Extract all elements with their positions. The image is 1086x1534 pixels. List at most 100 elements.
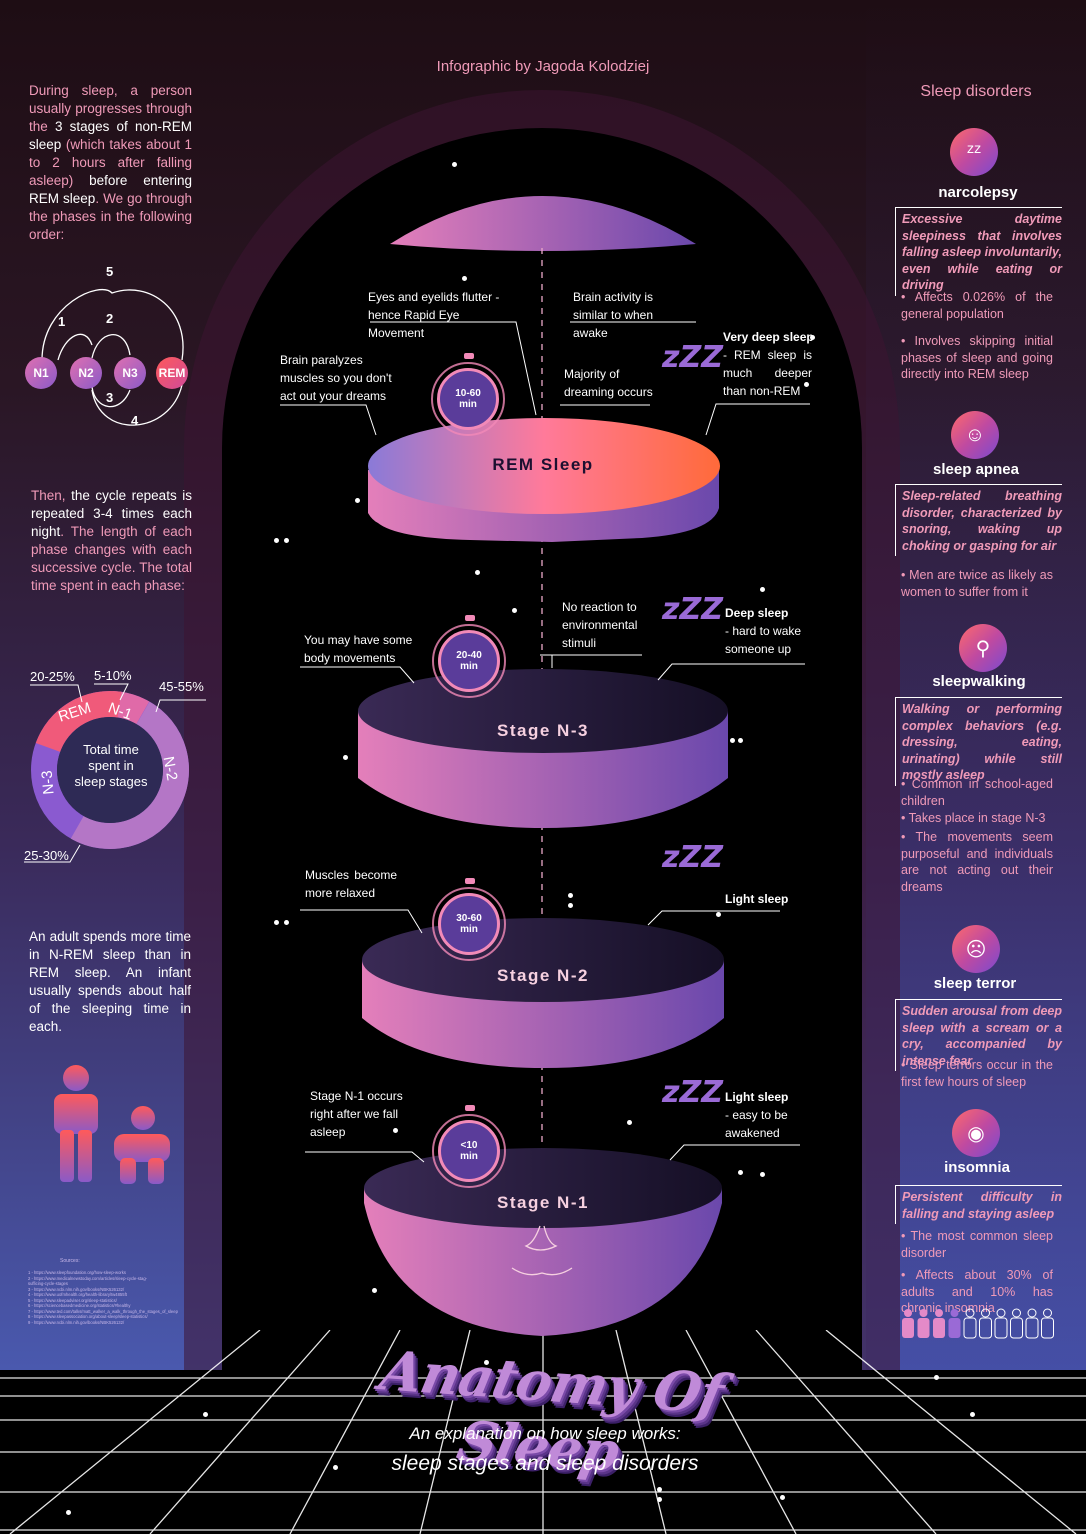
person-outline-icon xyxy=(979,1308,992,1339)
zzz-icon: zZZ xyxy=(662,340,723,375)
pct-n3: 25-30% xyxy=(24,848,69,863)
star xyxy=(452,162,457,167)
cycle-node-n1: N1 xyxy=(25,357,57,389)
source-item: 1 - https://www.sleepfoundation.org/how-… xyxy=(28,1270,126,1275)
note-n1-light-text: - easy to be awakened xyxy=(725,1108,788,1140)
timer-icon-n3: 20-40 min xyxy=(432,615,506,698)
subtitle-1: An explanation on how sleep works: xyxy=(409,1424,681,1443)
star xyxy=(760,1172,765,1177)
cycle-number: 1 xyxy=(58,314,66,329)
intro-part: During sleep, a person usually progresse… xyxy=(29,83,192,134)
intro-part: . We go through the phases in the follow… xyxy=(29,191,192,242)
person-filled-icon xyxy=(948,1309,961,1338)
time-donut-chart xyxy=(31,691,189,849)
repeat-part-highlight: the cycle repeats is repeated 3-4 times … xyxy=(31,488,192,539)
zzz-icon: zZZ xyxy=(662,840,723,875)
layer-label-rem: REM Sleep xyxy=(492,455,594,474)
disorder-bullet: • Takes place in stage N-3 xyxy=(901,811,1046,825)
disorder-bullet: • The most common sleep disorder xyxy=(901,1229,1053,1260)
star xyxy=(462,276,467,281)
intro-part-highlight: 3 stages of non-REM sleep xyxy=(29,119,192,152)
note-rem-eyes: Eyes and eyelids flutter - hence Rapid E… xyxy=(368,290,500,340)
adult-infant-icon xyxy=(54,1065,170,1184)
source-item: 5 - https://www.sleepadviser.org/sleep-s… xyxy=(28,1297,117,1303)
disorder-title-insomnia: insomnia xyxy=(944,1159,1010,1176)
sources-title: Sources: xyxy=(60,1258,80,1264)
disorder-title-sleep-apnea: sleep apnea xyxy=(933,461,1019,478)
disorder-bullet: • Affects 0.026% of the general populati… xyxy=(901,290,1053,321)
zzz-icon: zZZ xyxy=(662,1075,723,1110)
star xyxy=(372,1288,377,1293)
star xyxy=(738,1170,743,1175)
star xyxy=(274,920,279,925)
repeat-text: Then, the cycle repeats is repeated 3-4 … xyxy=(31,487,192,595)
pct-rem: 20-25% xyxy=(30,669,75,684)
star xyxy=(274,538,279,543)
note-rem-deep-text: - REM sleep is much deeper than non-REM xyxy=(723,348,812,398)
cycle-node-rem: REM xyxy=(156,357,188,389)
star xyxy=(804,382,809,387)
source-item: sufficing-cycle-stages xyxy=(28,1281,68,1286)
n1-leader-lines xyxy=(305,1144,800,1163)
note-n2-light-title: Light sleep xyxy=(725,892,789,906)
rem-leader-lines xyxy=(280,321,810,436)
intro-text: During sleep, a person usually progresse… xyxy=(29,82,192,244)
source-item: 7 - https://www.ted.com/talks/matt_walke… xyxy=(28,1308,178,1314)
disorder-title-narcolepsy: narcolepsy xyxy=(938,184,1018,201)
pct-n1: 5-10% xyxy=(94,668,132,683)
walking-person-icon: ⚲ xyxy=(959,624,1007,672)
note-n2-relaxed: Muscles become more relaxed xyxy=(305,868,397,900)
star xyxy=(512,608,517,613)
disorder-bullet: • Men are twice as likely as women to su… xyxy=(901,568,1053,599)
disorder-desc-sleep-terror: Sudden arousal from deep sleep with a sc… xyxy=(895,999,1062,1071)
note-rem-brain: Brain activity is similar to when awake xyxy=(573,290,654,340)
star xyxy=(568,903,573,908)
person-filled-icon xyxy=(933,1309,945,1338)
star xyxy=(393,1128,398,1133)
disorder-desc-sleepwalking: Walking or performing complex behaviors … xyxy=(895,697,1062,786)
note-n1-light-title: Light sleep xyxy=(725,1090,789,1104)
star xyxy=(780,1495,785,1500)
timer-icon-rem: 10-60 min xyxy=(431,353,505,436)
n2-leader-lines xyxy=(300,909,780,934)
source-item: 6 - https://sciencebasedmedicine.org/sta… xyxy=(28,1303,131,1308)
floor-grid xyxy=(0,1330,1086,1534)
star xyxy=(568,893,573,898)
disorder-desc-narcolepsy: Excessive daytime sleepiness that involv… xyxy=(895,207,1062,296)
note-n3-deep-title: Deep sleep xyxy=(725,606,789,620)
pct-n2: 45-55% xyxy=(159,679,204,694)
disorders-title: Sleep disorders xyxy=(920,83,1032,100)
source-item: 2 - https://www.medicalnewstoday.com/art… xyxy=(28,1275,148,1281)
repeat-part: . The length of each phase changes with … xyxy=(31,524,192,593)
disorder-title-sleepwalking: sleepwalking xyxy=(932,673,1026,690)
face-icon: ☺ xyxy=(951,411,999,459)
source-item: 9 - https://www.ncbi.nlm.nih.gov/books/N… xyxy=(28,1319,125,1325)
repeat-part: Then, xyxy=(31,488,72,503)
star xyxy=(760,587,765,592)
disorder-bullet: • The movements seem purposeful and indi… xyxy=(901,830,1053,894)
star xyxy=(627,1120,632,1125)
cycle-node-n2: N2 xyxy=(70,357,102,389)
star xyxy=(284,920,289,925)
note-n3-deep-text: - hard to wake someone up xyxy=(725,624,802,656)
note-rem-deep-title: Very deep sleep xyxy=(723,330,814,344)
person-outline-icon xyxy=(994,1308,1008,1339)
scared-face-icon: ☹ xyxy=(952,925,1000,973)
layer-label-n3: Stage N-3 xyxy=(497,721,589,740)
star xyxy=(716,912,721,917)
head-layers-art xyxy=(358,196,728,1336)
star xyxy=(355,498,360,503)
adult-infant-text: An adult spends more time in N-REM sleep… xyxy=(29,929,191,1034)
n3-leader-lines xyxy=(300,654,805,684)
person-outline-icon xyxy=(963,1308,977,1339)
cycle-number: 3 xyxy=(106,390,114,405)
disorder-bullet: • Sleep terrors occur in the first few h… xyxy=(901,1058,1053,1089)
zzz-icon: zZZ xyxy=(662,592,723,627)
person-outline-icon xyxy=(1041,1308,1054,1339)
star xyxy=(657,1497,662,1502)
timer-icon-n2: 30-60 min xyxy=(432,878,506,961)
star xyxy=(66,1510,71,1515)
disorder-desc-sleep-apnea: Sleep-related breathing disorder, charac… xyxy=(895,484,1062,556)
cycle-node-n3: N3 xyxy=(114,357,146,389)
sources-list: 1 - https://www.sleepfoundation.org/how-… xyxy=(28,1270,208,1325)
